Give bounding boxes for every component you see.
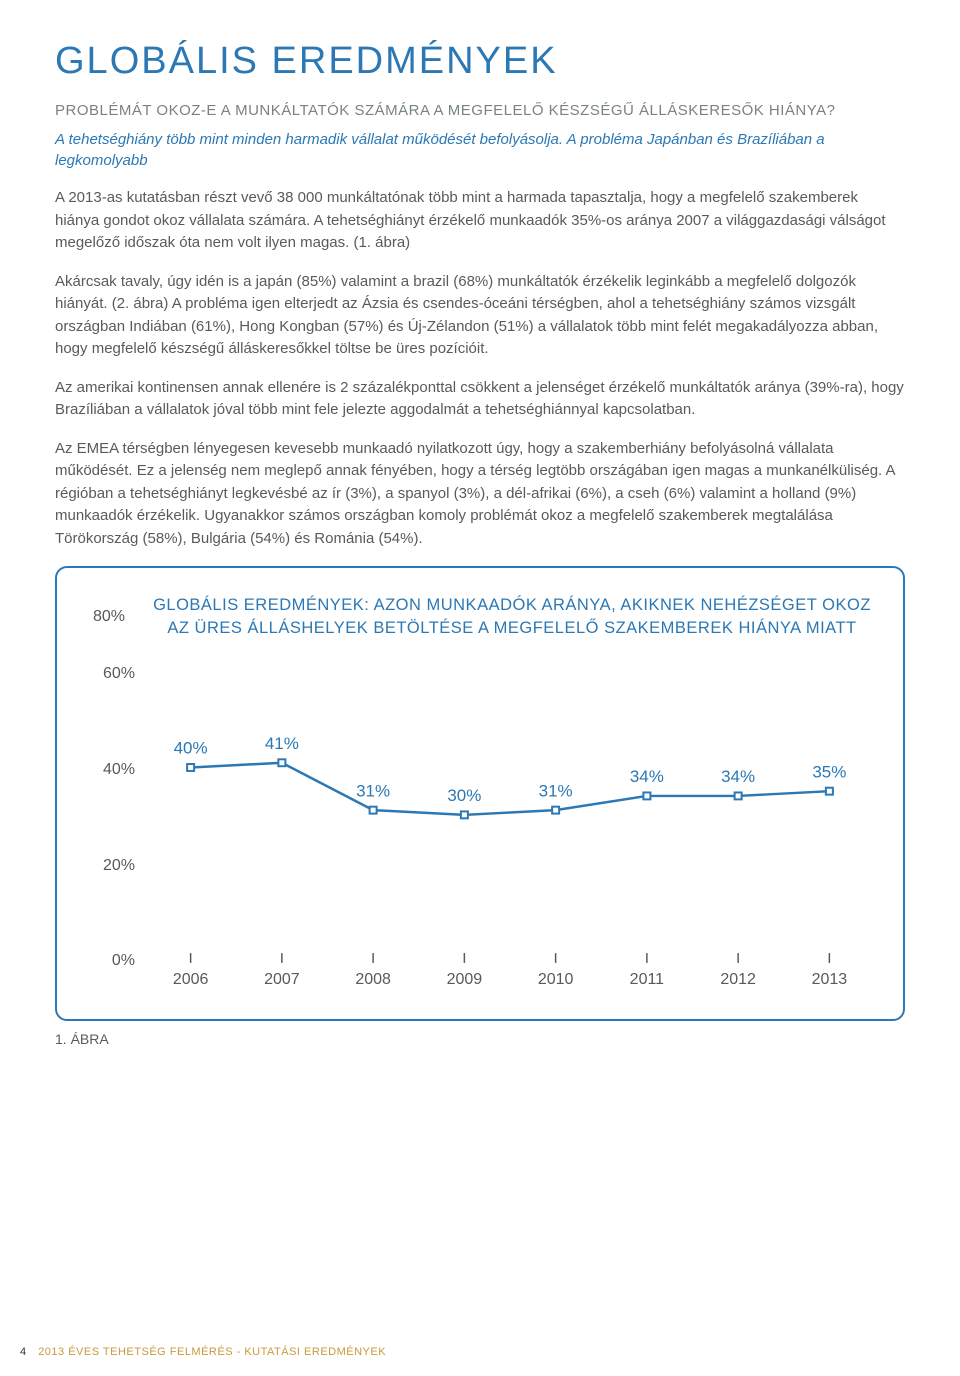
figure-label: 1. ÁBRA (55, 1031, 905, 1047)
svg-text:34%: 34% (630, 767, 664, 786)
body-para-1: A 2013-as kutatásban részt vevő 38 000 m… (55, 187, 905, 255)
svg-text:31%: 31% (539, 782, 573, 801)
body-para-2: Akárcsak tavaly, úgy idén is a japán (85… (55, 271, 905, 361)
chart-plot-area: 0%20%40%60%40%41%31%30%31%34%34%35% (85, 578, 875, 957)
page-number: 4 (20, 1346, 27, 1358)
chart-x-labels: 20062007200820092010201120122013 (145, 971, 875, 989)
x-label: 2006 (145, 971, 236, 989)
x-label: 2008 (328, 971, 419, 989)
y-tick: 60% (85, 665, 135, 683)
svg-text:34%: 34% (721, 767, 755, 786)
x-label: 2013 (784, 971, 875, 989)
intro-italic: A tehetséghiány több mint minden harmadi… (55, 129, 905, 171)
body-para-3: Az amerikai kontinensen annak ellenére i… (55, 377, 905, 422)
page-title: GLOBÁLIS EREDMÉNYEK (55, 40, 905, 83)
x-label: 2012 (693, 971, 784, 989)
sub-heading: PROBLÉMÁT OKOZ-E A MUNKÁLTATÓK SZÁMÁRA A… (55, 101, 905, 121)
svg-text:30%: 30% (447, 786, 481, 805)
svg-text:35%: 35% (812, 763, 846, 782)
x-label: 2011 (601, 971, 692, 989)
y-tick: 40% (85, 761, 135, 779)
y-tick: 0% (85, 952, 135, 970)
chart-svg: 40% 41% 31% 30% 31% 34% 34% 35% (145, 578, 875, 957)
svg-text:41%: 41% (265, 734, 299, 753)
x-label: 2009 (419, 971, 510, 989)
svg-text:31%: 31% (356, 782, 390, 801)
body-para-4: Az EMEA térségben lényegesen kevesebb mu… (55, 438, 905, 551)
svg-text:40%: 40% (174, 739, 208, 758)
x-label: 2010 (510, 971, 601, 989)
page-footer: 4 2013 ÉVES TEHETSÉG FELMÉRÉS - KUTATÁSI… (20, 1346, 386, 1358)
footer-text: 2013 ÉVES TEHETSÉG FELMÉRÉS - KUTATÁSI E… (38, 1346, 386, 1358)
chart-container: 80% GLOBÁLIS EREDMÉNYEK: AZON MUNKAADÓK … (55, 566, 905, 1021)
y-tick: 20% (85, 857, 135, 875)
x-label: 2007 (236, 971, 327, 989)
